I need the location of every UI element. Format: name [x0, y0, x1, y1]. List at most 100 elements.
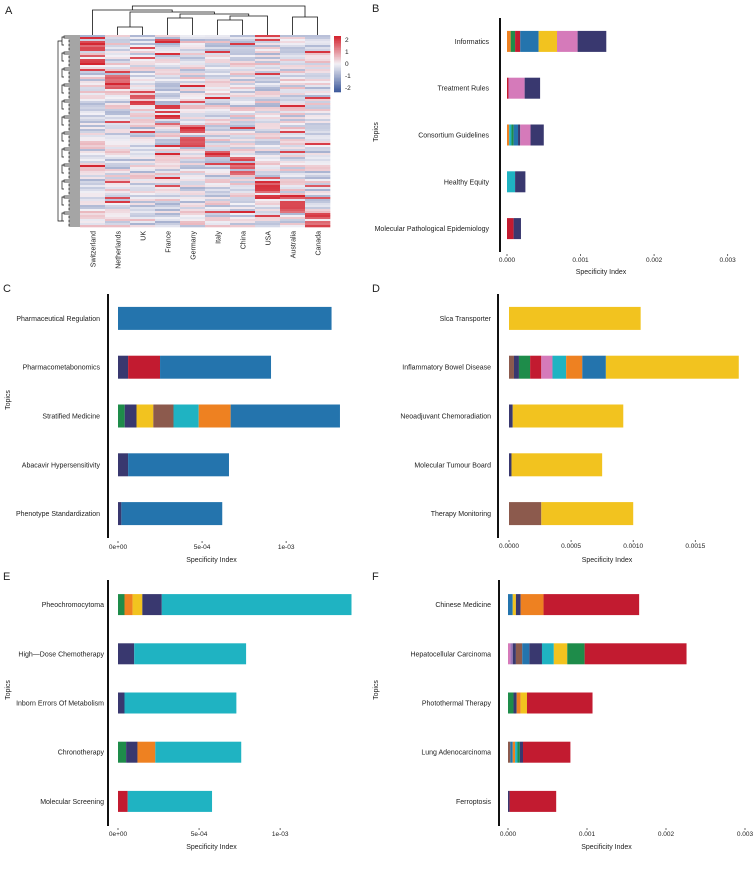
heatmap-cell: [155, 125, 181, 128]
heatmap-cell: [230, 127, 256, 130]
heatmap-cell: [130, 191, 156, 194]
heatmap-cell: [155, 121, 181, 124]
heatmap-cell: [205, 165, 231, 168]
heatmap-cell: [280, 131, 306, 134]
heatmap-cell: [130, 181, 156, 184]
heatmap-cell: [205, 211, 231, 214]
heatmap-cell: [205, 213, 231, 216]
heatmap-cell: [155, 101, 181, 104]
heatmap-cell: [255, 117, 281, 120]
heatmap-cell: [280, 101, 306, 104]
heatmap-cell: [80, 199, 106, 202]
heatmap-cell: [305, 53, 331, 56]
heatmap-cell: [130, 147, 156, 150]
dendrogram-link: [68, 91, 80, 95]
bar-segment: [522, 643, 530, 665]
heatmap-cell: [155, 147, 181, 150]
heatmap-cell: [205, 149, 231, 152]
heatmap-cell: [180, 119, 206, 122]
dendrogram-link: [68, 155, 80, 159]
category-label: Photothermal Therapy: [422, 701, 492, 708]
heatmap-cell: [130, 215, 156, 218]
heatmap-cell: [305, 175, 331, 178]
heatmap-cell: [305, 189, 331, 192]
heatmap-cell: [130, 133, 156, 136]
heatmap-cell: [80, 215, 106, 218]
heatmap-cell: [105, 37, 131, 40]
heatmap-cell: [205, 135, 231, 138]
heatmap-cell: [155, 47, 181, 50]
heatmap-cell: [155, 91, 181, 94]
colorbar-swatch: [334, 83, 341, 86]
heatmap-cell: [105, 53, 131, 56]
category-label: Pheochromocytoma: [42, 602, 104, 609]
heatmap-cell: [230, 45, 256, 48]
heatmap-cell: [105, 137, 131, 140]
bar-segment: [515, 643, 523, 665]
bar-segment: [518, 124, 521, 146]
colorbar-swatch: [334, 64, 341, 66]
heatmap-cell: [255, 103, 281, 106]
bar-segment: [142, 594, 162, 616]
heatmap-cell: [155, 59, 181, 62]
heatmap-cell: [180, 189, 206, 192]
heatmap-column-label: Germany: [191, 231, 198, 260]
heatmap-cell: [255, 217, 281, 220]
heatmap-cell: [305, 187, 331, 190]
heatmap-cell: [230, 197, 256, 200]
bar-segment: [507, 218, 514, 240]
heatmap-cell: [130, 129, 156, 132]
heatmap-cell: [255, 213, 281, 216]
heatmap-cell: [130, 55, 156, 58]
heatmap-cell: [105, 171, 131, 174]
heatmap-cell: [130, 177, 156, 180]
heatmap-cell: [105, 103, 131, 106]
heatmap-cell: [280, 83, 306, 86]
colorbar-swatch: [334, 40, 341, 42]
heatmap-cell: [205, 181, 231, 184]
heatmap-cell: [205, 163, 231, 166]
heatmap-cell: [230, 169, 256, 172]
heatmap-cell: [155, 211, 181, 214]
heatmap-cell: [255, 223, 281, 226]
heatmap-cell: [105, 175, 131, 178]
heatmap-cell: [180, 153, 206, 156]
heatmap-cell: [180, 145, 206, 148]
heatmap-cell: [205, 39, 231, 42]
colorbar-swatch: [334, 41, 341, 44]
heatmap-cell: [255, 159, 281, 162]
heatmap-cell: [130, 87, 156, 90]
colorbar-swatch: [334, 65, 341, 68]
heatmap-cell: [205, 179, 231, 182]
heatmap-cell: [130, 47, 156, 50]
heatmap-cell: [205, 207, 231, 210]
heatmap-cell: [305, 173, 331, 176]
heatmap-cell: [105, 51, 131, 54]
heatmap-cell: [180, 185, 206, 188]
heatmap-cell: [130, 165, 156, 168]
heatmap-cell: [130, 125, 156, 128]
heatmap-cell: [305, 137, 331, 140]
heatmap-cell: [155, 193, 181, 196]
dendrogram-link: [68, 191, 80, 195]
heatmap-cell: [105, 211, 131, 214]
category-label: Therapy Monitoring: [431, 511, 491, 518]
heatmap-cell: [105, 163, 131, 166]
heatmap-cell: [255, 91, 281, 94]
heatmap-cell: [130, 41, 156, 44]
heatmap-cell: [280, 175, 306, 178]
bar-segment: [136, 404, 154, 428]
heatmap-cell: [205, 161, 231, 164]
dendrogram-link: [63, 83, 80, 87]
heatmap-cell: [155, 123, 181, 126]
heatmap-cell: [155, 199, 181, 202]
heatmap-cell: [230, 149, 256, 152]
heatmap-cell: [130, 69, 156, 72]
heatmap-cell: [305, 191, 331, 194]
heatmap-cell: [205, 83, 231, 86]
category-label: Pharmacometabonomics: [23, 365, 101, 372]
heatmap-cell: [305, 171, 331, 174]
heatmap-cell: [130, 115, 156, 118]
dendrogram-link: [68, 107, 80, 111]
heatmap-cell: [230, 159, 256, 162]
